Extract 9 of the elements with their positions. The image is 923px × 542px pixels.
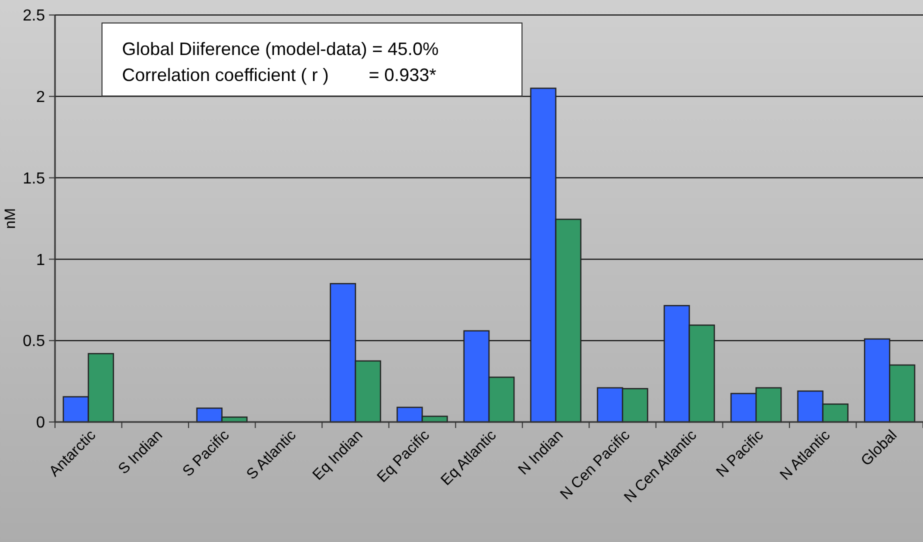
y-tick-label: 2.5	[22, 8, 46, 25]
y-tick-label: 1.5	[22, 170, 46, 188]
y-tick-label: 1	[36, 252, 46, 269]
annotation: Correlation coefficient ( r ) = 0.933*	[122, 65, 436, 85]
y-axis-title: nM	[2, 208, 19, 229]
y-tick-label: 0	[36, 414, 46, 432]
annotation: Global Diiference (model-data) = 45.0%	[122, 39, 439, 59]
y-tick-label: 2	[36, 89, 46, 106]
y-tick-label: 0.5	[22, 333, 46, 350]
